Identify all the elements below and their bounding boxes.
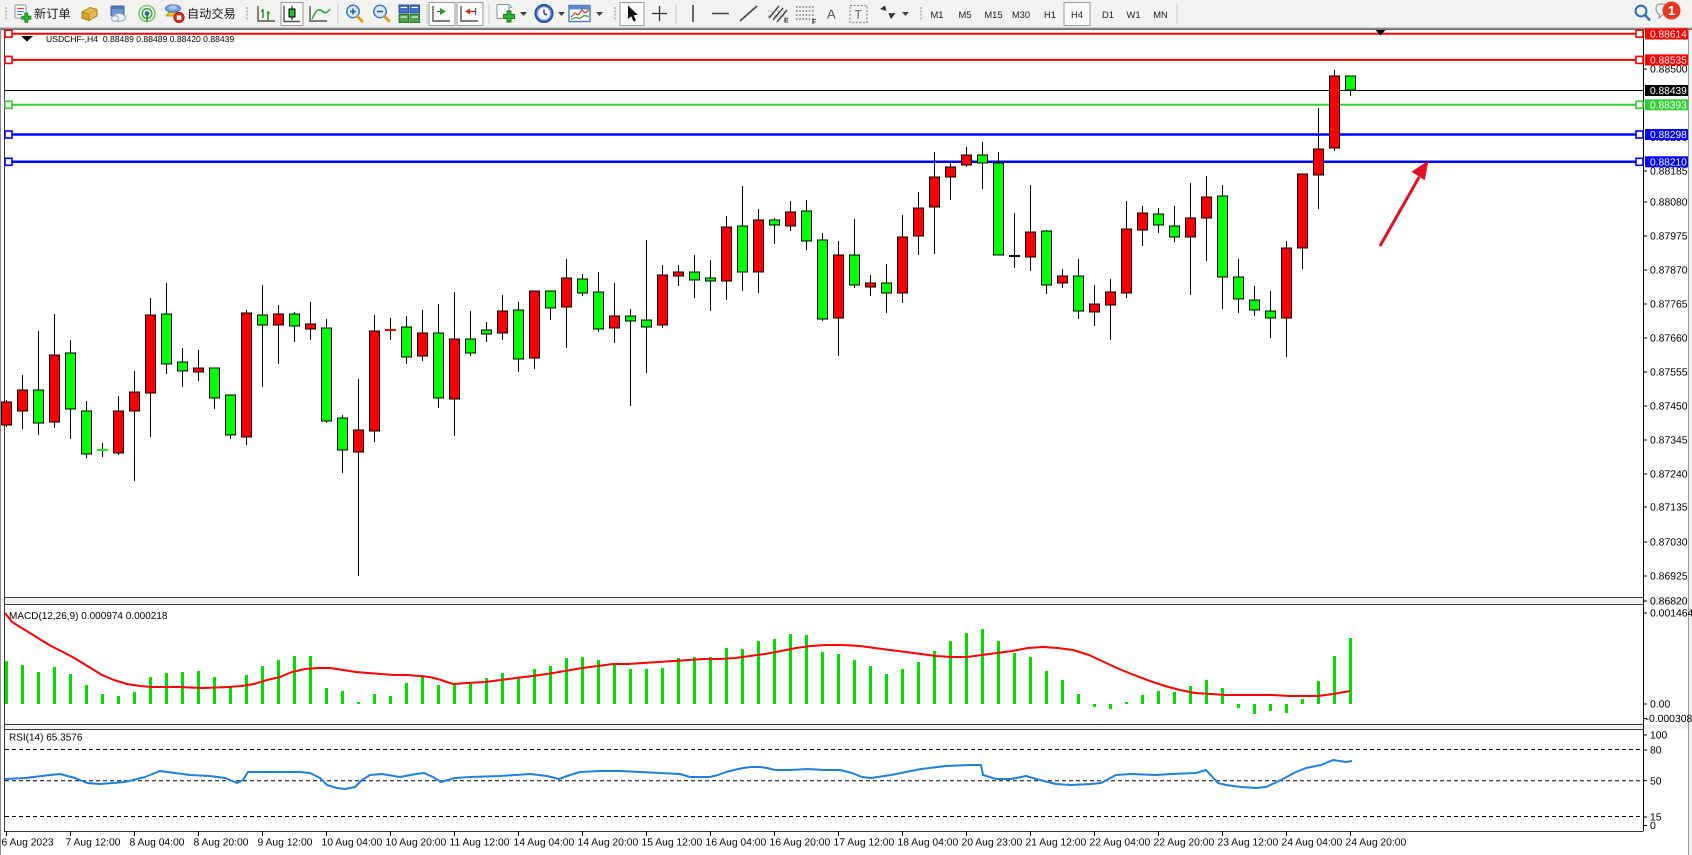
svg-text:0.88298: 0.88298	[1650, 130, 1687, 141]
svg-text:W1: W1	[1126, 9, 1140, 20]
svg-text:8 Aug 20:00: 8 Aug 20:00	[194, 838, 249, 849]
svg-text:24 Aug 04:00: 24 Aug 04:00	[1282, 838, 1343, 849]
svg-text:0.87555: 0.87555	[1650, 368, 1688, 379]
svg-text:0.87240: 0.87240	[1650, 470, 1688, 481]
svg-text:0.87345: 0.87345	[1650, 436, 1688, 447]
svg-text:0.87870: 0.87870	[1650, 266, 1688, 277]
svg-text:0.88210: 0.88210	[1650, 157, 1687, 168]
svg-text:MN: MN	[1153, 9, 1168, 20]
svg-text:0.86925: 0.86925	[1650, 572, 1688, 583]
svg-text:T: T	[855, 8, 863, 22]
svg-text:16 Aug 04:00: 16 Aug 04:00	[706, 838, 767, 849]
svg-text:10 Aug 20:00: 10 Aug 20:00	[386, 838, 447, 849]
svg-text:15: 15	[1650, 813, 1662, 824]
svg-text:M15: M15	[984, 9, 1002, 20]
svg-text:15 Aug 12:00: 15 Aug 12:00	[642, 838, 703, 849]
svg-text:0.87450: 0.87450	[1650, 402, 1688, 413]
svg-text:USDCHF-,H4 0.88489 0.88489 0.: USDCHF-,H4 0.88489 0.88489 0.88420 0.884…	[46, 34, 234, 44]
svg-text:0.87135: 0.87135	[1650, 503, 1688, 514]
svg-text:E: E	[784, 18, 789, 25]
svg-text:11 Aug 12:00: 11 Aug 12:00	[450, 838, 510, 849]
svg-text:21 Aug 12:00: 21 Aug 12:00	[1026, 838, 1087, 849]
svg-text:10 Aug 04:00: 10 Aug 04:00	[322, 838, 383, 849]
svg-text:新订单: 新订单	[34, 7, 71, 21]
svg-text:0.88290: 0.88290	[1650, 133, 1688, 144]
svg-text:6 Aug 2023: 6 Aug 2023	[2, 838, 54, 849]
svg-text:24 Aug 20:00: 24 Aug 20:00	[1346, 838, 1407, 849]
svg-text:0.87975: 0.87975	[1650, 232, 1688, 243]
svg-text:9 Aug 12:00: 9 Aug 12:00	[258, 838, 313, 849]
svg-text:0.86820: 0.86820	[1650, 597, 1688, 608]
svg-text:7 Aug 12:00: 7 Aug 12:00	[66, 838, 121, 849]
svg-text:-0.000308: -0.000308	[1646, 714, 1692, 725]
svg-text:100: 100	[1650, 731, 1668, 742]
svg-text:0.88393: 0.88393	[1650, 100, 1687, 111]
svg-text:23 Aug 12:00: 23 Aug 12:00	[1218, 838, 1279, 849]
svg-text:80: 80	[1650, 746, 1662, 757]
svg-text:自动交易: 自动交易	[187, 7, 236, 21]
svg-text:H4: H4	[1071, 9, 1083, 20]
svg-text:22 Aug 20:00: 22 Aug 20:00	[1154, 838, 1215, 849]
svg-text:0.88185: 0.88185	[1650, 167, 1688, 178]
svg-text:17 Aug 12:00: 17 Aug 12:00	[834, 838, 895, 849]
svg-text:14 Aug 04:00: 14 Aug 04:00	[514, 838, 575, 849]
svg-text:14 Aug 20:00: 14 Aug 20:00	[578, 838, 639, 849]
svg-text:0.88080: 0.88080	[1650, 198, 1688, 209]
svg-text:0.88614: 0.88614	[1650, 30, 1687, 41]
svg-text:20 Aug 23:00: 20 Aug 23:00	[962, 838, 1023, 849]
svg-text:RSI(14) 65.3576: RSI(14) 65.3576	[9, 733, 83, 744]
svg-text:0: 0	[1650, 821, 1656, 832]
svg-text:D1: D1	[1102, 9, 1114, 20]
svg-text:M1: M1	[930, 9, 943, 20]
svg-text:F: F	[812, 19, 817, 26]
svg-text:0.88439: 0.88439	[1650, 86, 1687, 97]
svg-text:M5: M5	[958, 9, 971, 20]
svg-text:16 Aug 20:00: 16 Aug 20:00	[770, 838, 831, 849]
svg-text:8 Aug 04:00: 8 Aug 04:00	[130, 838, 185, 849]
svg-text:0.88605: 0.88605	[1650, 32, 1688, 43]
svg-text:50: 50	[1650, 776, 1662, 787]
svg-text:18 Aug 04:00: 18 Aug 04:00	[898, 838, 959, 849]
svg-text:22 Aug 04:00: 22 Aug 04:00	[1090, 838, 1151, 849]
svg-text:0.87030: 0.87030	[1650, 538, 1688, 549]
svg-text:0.00: 0.00	[1650, 700, 1670, 711]
svg-text:0.87765: 0.87765	[1650, 300, 1688, 311]
svg-text:0.001464: 0.001464	[1650, 609, 1692, 620]
svg-text:0.88535: 0.88535	[1650, 56, 1687, 67]
svg-text:M30: M30	[1012, 9, 1030, 20]
svg-text:MACD(12,26,9) 0.000974 0.00021: MACD(12,26,9) 0.000974 0.000218	[9, 611, 168, 622]
svg-text:H1: H1	[1044, 9, 1056, 20]
svg-text:0.87660: 0.87660	[1650, 334, 1688, 345]
svg-text:0.88500: 0.88500	[1650, 65, 1688, 76]
svg-text:A: A	[827, 7, 836, 22]
svg-text:1: 1	[1668, 3, 1675, 18]
